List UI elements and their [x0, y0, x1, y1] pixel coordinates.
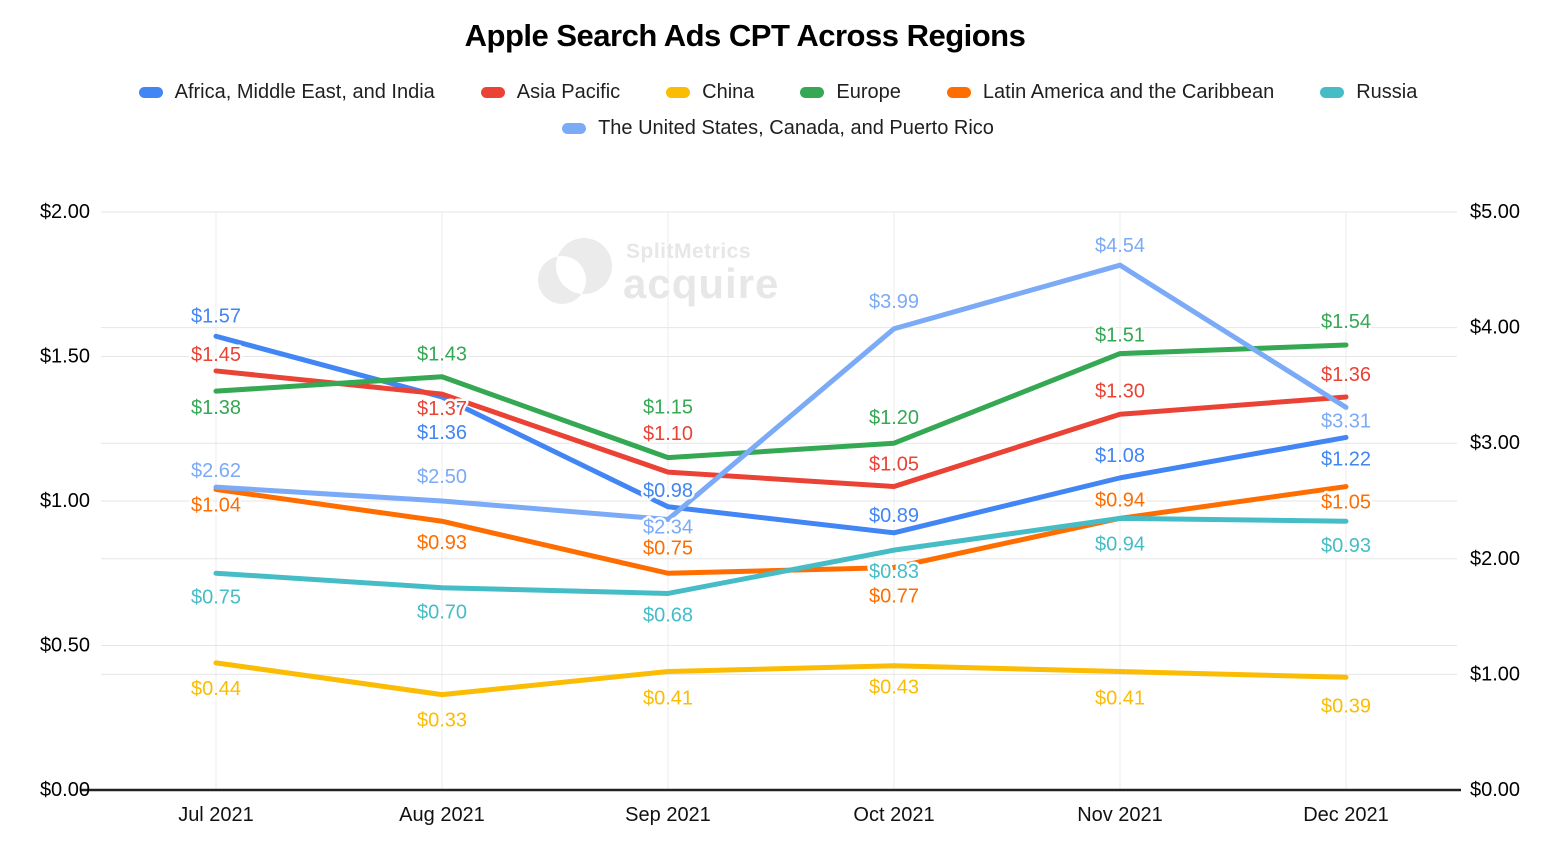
data-label-europe-3: $1.20 — [869, 407, 919, 429]
data-label-africa-middle-east-and-india-4: $1.08 — [1095, 445, 1145, 467]
data-label-asia-pacific-1: $1.37 — [417, 398, 467, 420]
chart-title: Apple Search Ads CPT Across Regions — [464, 18, 1026, 53]
left-axis-tick-3: $1.50 — [40, 346, 90, 368]
legend-item-asia-pacific: Asia Pacific — [480, 81, 621, 104]
series-line-asia-pacific — [213, 368, 1349, 490]
watermark-product-text: acquire — [623, 260, 780, 307]
data-label-russia-4: $0.94 — [1095, 533, 1145, 555]
left-axis-tick-1: $0.50 — [40, 635, 90, 657]
data-label-the-united-states-canada-and-puerto-rico-0: $2.62 — [191, 460, 241, 482]
legend-item-latin-america-and-the-caribbean: Latin America and the Caribbean — [946, 81, 1275, 104]
data-label-china-2: $0.41 — [643, 688, 693, 710]
data-label-latin-america-and-the-caribbean-3: $0.77 — [869, 585, 919, 607]
legend-swatch-icon — [666, 87, 691, 98]
data-label-russia-2: $0.68 — [643, 604, 693, 626]
x-axis-label-dec-2021: Dec 2021 — [1303, 804, 1389, 826]
legend-row-1: Africa, Middle East, and India Asia Pacif… — [0, 81, 1556, 104]
watermark-brand-text: SplitMetrics — [626, 240, 752, 263]
data-label-the-united-states-canada-and-puerto-rico-5: $3.31 — [1321, 410, 1371, 432]
data-label-asia-pacific-0: $1.45 — [191, 344, 241, 366]
data-label-the-united-states-canada-and-puerto-rico-4: $4.54 — [1095, 235, 1145, 257]
right-axis-tick-4: $4.00 — [1470, 317, 1520, 339]
legend-item-europe: Europe — [800, 81, 901, 104]
legend-label: Latin America and the Caribbean — [982, 81, 1275, 103]
data-label-latin-america-and-the-caribbean-5: $1.05 — [1321, 492, 1371, 514]
series-line-europe — [213, 342, 1349, 461]
legend-item-china: China — [666, 81, 754, 104]
legend-swatch-icon — [800, 87, 825, 98]
data-label-latin-america-and-the-caribbean-2: $0.75 — [643, 537, 693, 559]
data-label-russia-0: $0.75 — [191, 586, 241, 608]
legend-swatch-icon — [138, 87, 163, 98]
data-label-asia-pacific-2: $1.10 — [643, 423, 693, 445]
legend-label: Africa, Middle East, and India — [174, 81, 435, 103]
data-label-latin-america-and-the-caribbean-4: $0.94 — [1095, 489, 1145, 511]
splitmetrics-logo-icon — [538, 238, 613, 304]
data-label-europe-2: $1.15 — [643, 397, 693, 419]
x-axis-label-sep-2021: Sep 2021 — [625, 804, 711, 826]
series-line-the-united-states-canada-and-puerto-rico — [213, 262, 1349, 522]
legend-row-2: The United States, Canada, and Puerto Ri… — [0, 117, 1556, 140]
legend-item-russia: Russia — [1320, 81, 1417, 104]
left-axis-tick-2: $1.00 — [40, 490, 90, 512]
data-label-russia-1: $0.70 — [417, 602, 467, 624]
data-label-europe-0: $1.38 — [191, 397, 241, 419]
legend-label: Asia Pacific — [516, 81, 621, 103]
legend-item-africa-middle-east-and-india: Africa, Middle East, and India — [138, 81, 435, 104]
left-axis-tick-4: $2.00 — [40, 201, 90, 223]
data-label-china-1: $0.33 — [417, 710, 467, 732]
data-label-latin-america-and-the-caribbean-0: $1.04 — [191, 494, 241, 516]
right-axis-tick-0: $0.00 — [1470, 779, 1520, 801]
series-line-africa-middle-east-and-india — [213, 333, 1349, 536]
data-label-africa-middle-east-and-india-3: $0.89 — [869, 505, 919, 527]
data-label-africa-middle-east-and-india-2: $0.98 — [643, 480, 693, 502]
data-label-the-united-states-canada-and-puerto-rico-2: $2.34 — [643, 516, 693, 538]
series-line-china — [213, 660, 1349, 698]
legend-swatch-icon — [562, 123, 587, 134]
legend-swatch-icon — [480, 87, 505, 98]
right-axis-tick-2: $2.00 — [1470, 548, 1520, 570]
legend-swatch-icon — [946, 87, 971, 98]
data-label-china-5: $0.39 — [1321, 695, 1371, 717]
data-label-china-0: $0.44 — [191, 678, 241, 700]
x-axis-label-nov-2021: Nov 2021 — [1077, 804, 1163, 826]
data-label-europe-4: $1.51 — [1095, 325, 1145, 347]
right-axis-tick-1: $1.00 — [1470, 663, 1520, 685]
data-label-africa-middle-east-and-india-5: $1.22 — [1321, 448, 1371, 470]
data-label-europe-5: $1.54 — [1321, 311, 1371, 333]
right-axis-tick-3: $3.00 — [1470, 432, 1520, 454]
legend-swatch-icon — [1320, 87, 1345, 98]
x-axis-label-aug-2021: Aug 2021 — [399, 804, 485, 826]
data-label-china-4: $0.41 — [1095, 688, 1145, 710]
data-label-asia-pacific-3: $1.05 — [869, 454, 919, 476]
data-label-africa-middle-east-and-india-1: $1.36 — [417, 422, 467, 444]
left-axis-tick-0: $0.00 — [40, 779, 90, 801]
data-label-asia-pacific-4: $1.30 — [1095, 380, 1145, 402]
watermark: SplitMetrics acquire — [534, 236, 834, 312]
legend-label: Russia — [1356, 81, 1418, 103]
legend-item-the-united-states-canada-and-puerto-rico: The United States, Canada, and Puerto Ri… — [562, 117, 994, 140]
data-label-russia-3: $0.83 — [869, 561, 919, 583]
data-label-africa-middle-east-and-india-0: $1.57 — [191, 305, 241, 327]
right-axis-tick-5: $5.00 — [1470, 201, 1520, 223]
data-label-china-3: $0.43 — [869, 677, 919, 699]
series-line-russia — [213, 515, 1349, 596]
data-label-the-united-states-canada-and-puerto-rico-1: $2.50 — [417, 466, 467, 488]
x-axis-label-oct-2021: Oct 2021 — [853, 804, 934, 826]
legend-label: China — [702, 81, 755, 103]
data-label-europe-1: $1.43 — [417, 344, 467, 366]
legend-label: Europe — [836, 81, 901, 103]
data-label-asia-pacific-5: $1.36 — [1321, 364, 1371, 386]
data-label-the-united-states-canada-and-puerto-rico-3: $3.99 — [869, 291, 919, 313]
data-label-russia-5: $0.93 — [1321, 535, 1371, 557]
data-label-latin-america-and-the-caribbean-1: $0.93 — [417, 532, 467, 554]
x-axis-label-jul-2021: Jul 2021 — [178, 804, 254, 826]
legend-label: The United States, Canada, and Puerto Ri… — [598, 117, 994, 139]
